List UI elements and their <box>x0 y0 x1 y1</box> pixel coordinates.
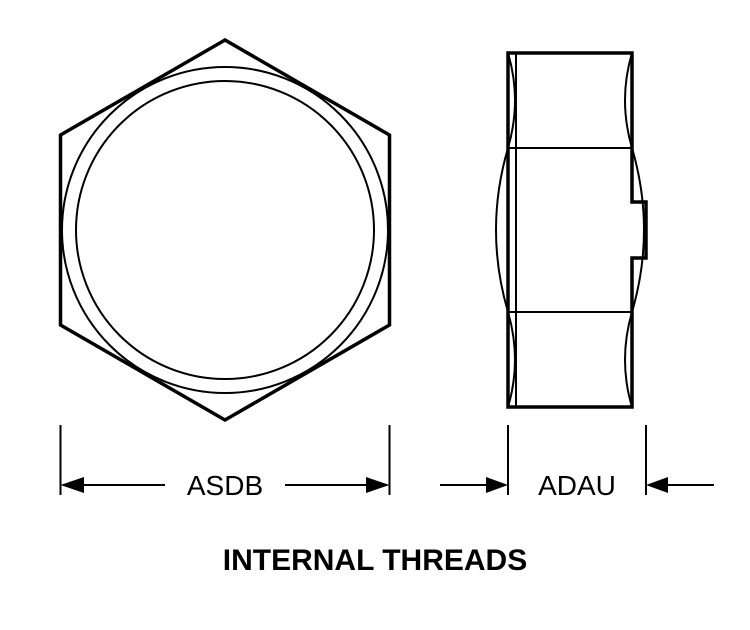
adau-label: ADAU <box>538 470 616 501</box>
side-mid-arc-left <box>496 148 508 312</box>
dim-adau: ADAU <box>440 425 714 501</box>
asdb-label: ASDB <box>187 470 263 501</box>
outer-circle <box>62 67 388 393</box>
inner-circle <box>76 81 374 379</box>
dim-asdb: ASDB <box>61 425 390 501</box>
diagram-title: INTERNAL THREADS <box>223 544 527 577</box>
technical-diagram: ASDB ADAU INTERNAL THREADS <box>0 0 750 630</box>
adau-arrow-right <box>646 477 668 493</box>
adau-arrow-left <box>486 477 508 493</box>
side-mid-arc-right <box>632 148 644 312</box>
asdb-arrow-right <box>366 477 390 493</box>
asdb-arrow-left <box>61 477 85 493</box>
hexagon-outline <box>61 40 390 420</box>
side-view <box>496 53 646 407</box>
front-view <box>61 40 390 420</box>
